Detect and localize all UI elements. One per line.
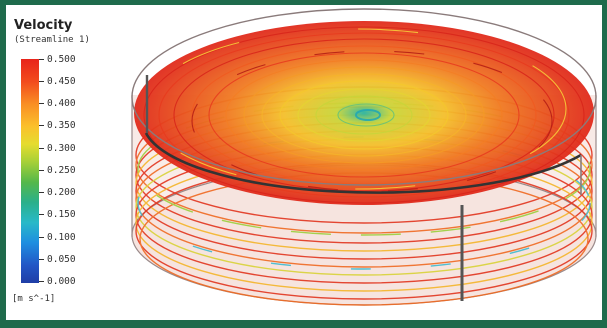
velocity-colorbar	[21, 59, 39, 283]
legend-units: [m s^-1]	[12, 294, 56, 304]
streamline-tank-render	[131, 8, 597, 306]
legend-title: Velocity	[14, 18, 73, 33]
legend-subtitle: (Streamline 1)	[14, 35, 90, 45]
cfd-viewport: Velocity (Streamline 1) 0.500 0.450 0.40…	[6, 5, 602, 320]
